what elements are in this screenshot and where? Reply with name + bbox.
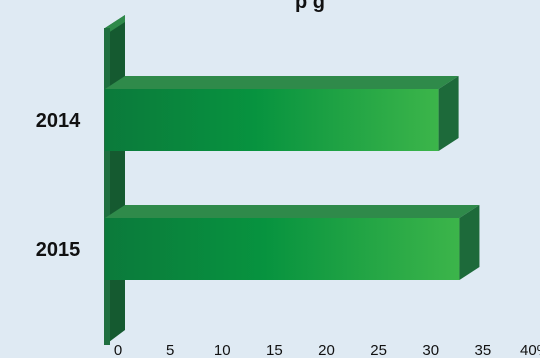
x-tick-label: 5 — [166, 342, 174, 358]
x-tick-label: 0 — [114, 342, 122, 358]
bar-top-face — [105, 76, 459, 89]
bar-2015 — [105, 205, 480, 280]
bar-front-face — [105, 89, 439, 151]
x-tick-label: 40% — [520, 342, 540, 358]
category-label-2015: 2015 — [36, 239, 81, 261]
x-tick-label: 25 — [370, 342, 387, 358]
x-tick-label: 10 — [214, 342, 231, 358]
category-label-2014: 2014 — [36, 110, 81, 132]
bar-front-face — [105, 218, 460, 280]
x-tick-label: 30 — [422, 342, 439, 358]
bar-side-face — [438, 76, 459, 151]
chart-title: p g — [295, 0, 325, 13]
bar-top-face — [105, 205, 480, 218]
x-tick-label: 15 — [266, 342, 283, 358]
axis-wall-front — [104, 28, 110, 345]
bar-side-face — [459, 205, 480, 280]
x-tick-label: 20 — [318, 342, 335, 358]
x-tick-label: 35 — [475, 342, 492, 358]
bar-2014 — [105, 76, 459, 151]
